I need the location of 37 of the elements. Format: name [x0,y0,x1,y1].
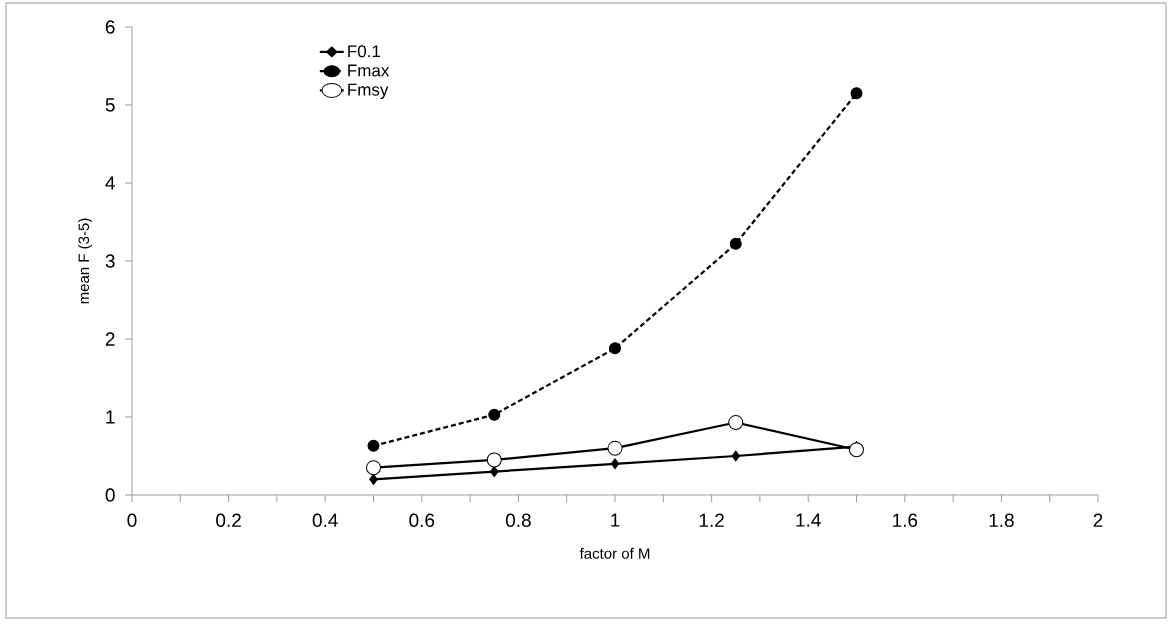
y-tick-label: 3 [105,254,115,268]
legend-label: F0.1 [348,45,381,58]
x-tick-label: 1.8 [989,513,1014,527]
point [849,442,865,458]
x-tick-label: 0.2 [216,513,241,527]
point [729,237,742,250]
point [490,466,499,478]
x-tick-label: 1.6 [893,513,918,527]
x-tick-label: 0.6 [409,513,435,527]
legend-label: Fmsy [348,83,389,100]
y-tick-label: 5 [105,98,115,112]
point [367,439,380,452]
x-tick-label: 1 [611,513,620,527]
point [369,473,378,485]
point [610,458,620,470]
legend-label: Fmax [348,64,390,77]
point [731,450,741,462]
point [486,452,502,468]
x-tick-label: 0.8 [505,513,531,527]
y-tick-label: 4 [105,176,115,190]
y-tick-label: 2 [105,332,115,346]
x-tick-label: 2 [1093,513,1103,527]
point [607,440,623,456]
y-tick-label: 0 [105,488,115,502]
y-tick-label: 1 [106,410,115,424]
x-axis-title: factor of M [579,547,650,559]
point [850,87,863,100]
y-axis-title: mean F (3-5) [78,218,93,304]
x-tick-label: 0 [127,513,137,527]
x-tick-label: 1.4 [796,513,821,527]
point [366,460,381,476]
x-tick-label: 1.2 [699,513,724,527]
point [488,408,501,421]
y-tick-label: 6 [105,20,115,34]
point [728,414,744,430]
x-tick-label: 0.4 [312,513,338,527]
point [609,342,622,355]
